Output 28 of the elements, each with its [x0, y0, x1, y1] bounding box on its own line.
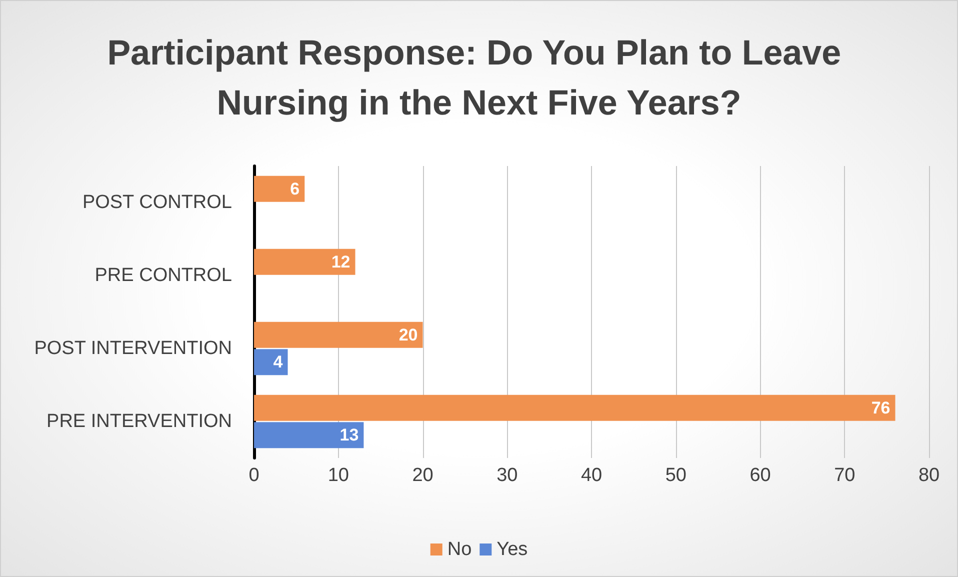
x-tick-label: 70 [834, 465, 856, 486]
y-tick-label: PRE INTERVENTION [46, 411, 232, 432]
x-tick-label: 40 [580, 465, 602, 486]
bar [254, 349, 288, 376]
data-label: 20 [398, 325, 418, 344]
legend-label: Yes [496, 539, 528, 560]
bar [254, 394, 896, 421]
data-label: 4 [273, 352, 284, 372]
legend-label: No [447, 539, 472, 560]
bar [254, 248, 356, 275]
x-tick-label: 30 [496, 465, 518, 486]
chart-title: Participant Response: Do You Plan to Leave Nursing in the Next Five Years? [107, 34, 851, 122]
y-tick-label: POST CONTROL [82, 192, 232, 213]
x-tick-label: 60 [750, 465, 771, 486]
bar [254, 176, 305, 202]
data-label: 76 [871, 398, 890, 418]
data-label: 6 [290, 179, 300, 198]
x-tick-label: 20 [412, 465, 434, 486]
data-label: 13 [340, 426, 359, 445]
y-tick-label: PRE CONTROL [94, 265, 232, 286]
bar [254, 422, 364, 448]
bar [254, 322, 423, 348]
x-tick-label: 0 [248, 465, 260, 486]
y-tick-label: POST INTERVENTION [34, 338, 232, 359]
x-tick-label: 80 [918, 465, 940, 486]
x-tick-label: 50 [665, 465, 686, 486]
data-label: 12 [331, 252, 350, 272]
x-tick-label: 10 [328, 465, 349, 486]
